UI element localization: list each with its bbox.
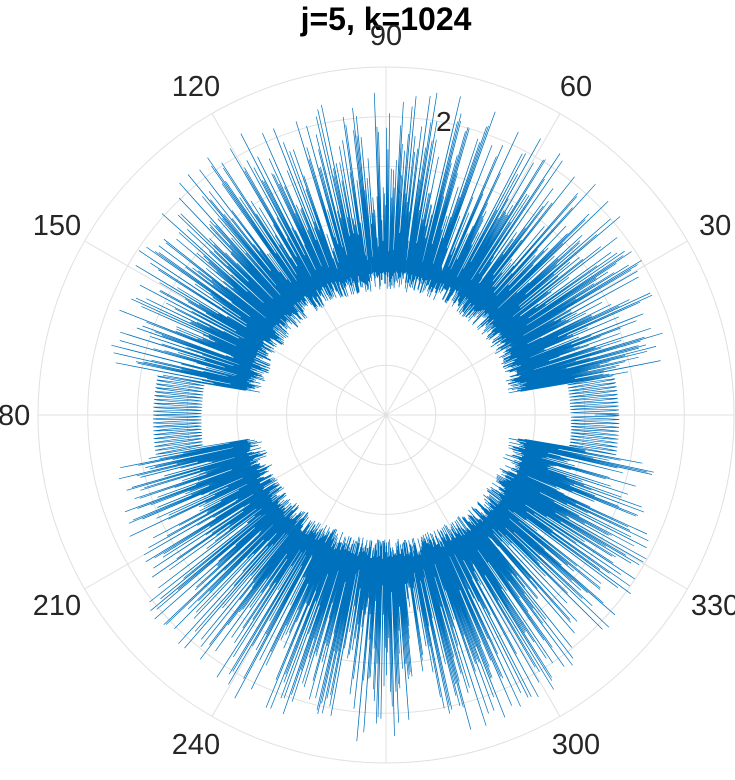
theta-tick-label: 120: [172, 71, 220, 103]
series-line: [111, 92, 663, 742]
radial-tick-labels: 2: [436, 106, 452, 137]
theta-tick-label: 60: [560, 71, 592, 103]
theta-tick-label: 150: [33, 210, 81, 242]
radial-tick-label: 2: [436, 106, 452, 137]
theta-tick-label: 180: [0, 400, 30, 432]
theta-tick-label: 300: [552, 729, 600, 761]
data-series: [111, 92, 663, 742]
theta-tick-label: 30: [699, 210, 731, 242]
theta-tick-label: 210: [33, 590, 81, 622]
polar-grid: [37, 66, 735, 764]
theta-tick-label: 240: [172, 729, 220, 761]
grid-spoke: [385, 240, 688, 416]
theta-tick-label: 330: [691, 590, 735, 622]
chart-title: j=5, k=1024: [300, 1, 472, 37]
theta-tick-label: 90: [370, 20, 402, 52]
theta-tick-labels: 0306090120150180210240270300330: [0, 20, 735, 761]
